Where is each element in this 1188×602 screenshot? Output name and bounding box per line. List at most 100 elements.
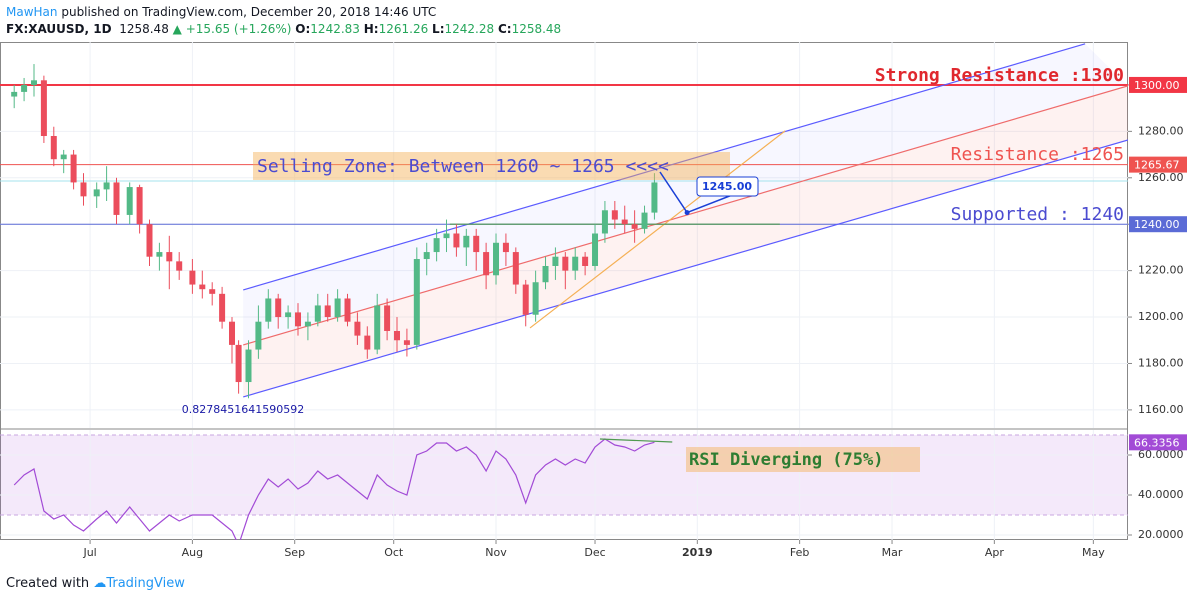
channel-fill (243, 43, 1128, 345)
candle-body (156, 252, 163, 257)
rsi-last-label: 66.3356 (1134, 436, 1180, 449)
candle-body (552, 256, 559, 266)
brand[interactable]: ☁TradingView (93, 576, 185, 591)
rsi-pane (0, 430, 1128, 540)
support: Supported : 1240 (951, 204, 1124, 225)
l-label: L: (432, 22, 445, 36)
y-tick-label: 1260.00 (1138, 171, 1184, 184)
callout-point (684, 210, 690, 216)
candle-body (40, 80, 47, 137)
candle-body (374, 305, 381, 350)
candle-body (403, 340, 410, 345)
candle-body (354, 321, 361, 336)
candle-body (199, 284, 206, 290)
callout-arrow (659, 171, 688, 214)
candle-body (433, 238, 440, 253)
candle-body (453, 233, 460, 248)
brand-text: TradingView (106, 576, 185, 591)
candle-body (324, 305, 331, 318)
candle-body (483, 252, 490, 276)
candle-body (255, 321, 262, 350)
candle-body (562, 256, 569, 271)
candle-body (304, 321, 311, 327)
trend-line (529, 130, 786, 329)
published: published on TradingView.com, December 2… (61, 5, 437, 19)
rsi-line (13, 438, 655, 540)
x-tick-label: Nov (485, 546, 507, 559)
divergence-line (599, 438, 673, 443)
created: Created with (6, 576, 90, 591)
candle-body (146, 224, 153, 257)
rsi-annotation: RSI Diverging (75%) (689, 450, 883, 470)
candle-body (512, 252, 519, 285)
candle-body (30, 80, 37, 85)
candle-body (21, 84, 28, 92)
x-tick-label: Sep (284, 546, 305, 559)
high: 1261.26 (378, 22, 429, 36)
candle-body (285, 312, 292, 318)
channel-fill (243, 85, 1128, 397)
candle-body (592, 233, 599, 266)
candle-body (542, 265, 549, 283)
trend-line (243, 85, 1128, 346)
candle-body (611, 210, 618, 220)
trend-line (243, 139, 1128, 398)
callout-box (696, 176, 759, 197)
h-label: H: (363, 22, 379, 36)
candle-body (50, 136, 57, 160)
candle-body (631, 224, 638, 229)
candle-body (384, 305, 391, 331)
candle-body (641, 212, 648, 229)
y-tick-label: 1220.00 (1138, 264, 1184, 277)
change-text: +15.65 (+1.26%) (185, 22, 292, 36)
sell-zone: Selling Zone: Between 1260 ~ 1265 <<<< (257, 156, 669, 177)
chart: 1160.00 1180.00 1200.00 1220.00 1240.00 1260.… (0, 42, 1187, 559)
level-label-bg (1129, 76, 1187, 93)
level-label-bg (1129, 156, 1187, 173)
candle-body (235, 344, 242, 383)
level-label: 1265.67 (1134, 159, 1180, 172)
author[interactable]: MawHan (6, 5, 58, 19)
candle-body (166, 252, 173, 262)
y-tick-label: 1180.00 (1138, 356, 1184, 369)
candle-body (209, 289, 216, 294)
candle-body (60, 154, 67, 160)
candle-body (651, 182, 658, 213)
candle-body (136, 187, 143, 225)
sell-zone-bg (253, 152, 730, 180)
x-tick-label: Apr (985, 546, 1005, 559)
o-label: O: (295, 22, 311, 36)
close: 1258.48 (511, 22, 562, 36)
candle-body (229, 321, 236, 345)
y-tick-label: 1160.00 (1138, 403, 1184, 416)
candle-body (463, 235, 470, 248)
candle-body (364, 335, 371, 350)
level-label: 1240.00 (1134, 218, 1180, 231)
level-label-bg (1129, 216, 1187, 233)
candle-body (103, 182, 110, 190)
trend-line (243, 43, 1086, 291)
candle-body (219, 293, 226, 322)
candle-body (11, 91, 18, 97)
y-tick-label: 20.0000 (1138, 528, 1184, 541)
candle-body (265, 298, 272, 322)
candle-body (80, 182, 87, 197)
last: 1258.48 (119, 22, 169, 36)
level-label: 1300.00 (1134, 79, 1180, 92)
frame (0, 42, 1128, 540)
candle-body (189, 270, 196, 285)
open: 1242.83 (310, 22, 360, 36)
header: MawHan published on TradingView.com, Dec… (6, 4, 561, 38)
candle-body (502, 242, 509, 253)
candle-body (70, 154, 77, 183)
candle-body (275, 298, 282, 318)
fib-label: 0.8278451641590592 (182, 403, 304, 416)
candle-body (176, 261, 183, 271)
x-tick-label: Jul (82, 546, 96, 559)
low: 1242.28 (444, 22, 495, 36)
resistance: Resistance :1265 (951, 144, 1124, 165)
candle-body (394, 330, 401, 341)
x-tick-label: Oct (384, 546, 404, 559)
x-tick-label: May (1082, 546, 1105, 559)
